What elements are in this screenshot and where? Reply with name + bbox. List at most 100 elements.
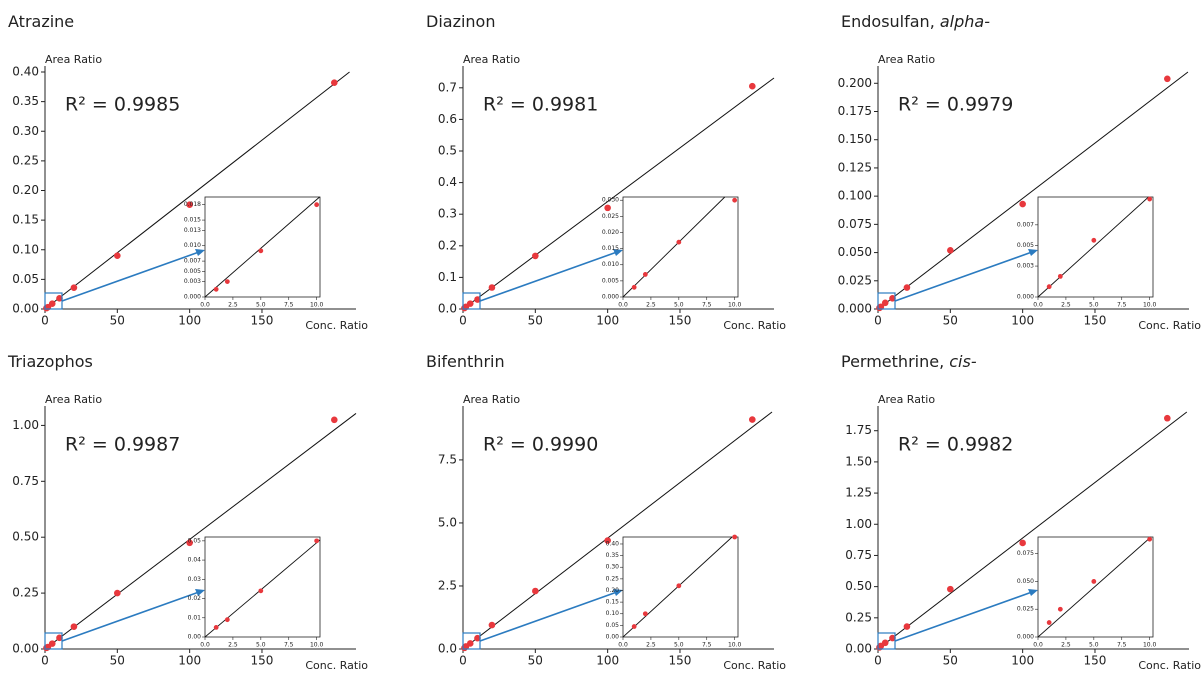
y-tick-label: 0.150	[838, 132, 872, 146]
inset-x-tick-label: 0.0	[200, 642, 210, 649]
zoom-arrow	[61, 251, 200, 302]
inset-y-tick-label: 0.003	[1017, 263, 1034, 270]
y-tick-label: 0.50	[12, 530, 39, 544]
x-tick-label: 50	[528, 314, 543, 328]
title-text: Triazophos	[7, 352, 93, 371]
y-tick-label: 0.00	[12, 302, 39, 316]
inset-frame	[622, 196, 739, 298]
inset-y-tick-label: 0.050	[1017, 578, 1034, 585]
data-point	[466, 640, 474, 647]
x-tick-label: 50	[528, 654, 543, 668]
y-tick-label: 0.125	[838, 160, 872, 174]
inset-y-tick-label: 0.35	[606, 552, 620, 559]
inset-x-tick-label: 7.5	[702, 302, 712, 309]
fit-line	[44, 413, 357, 650]
title-text: Endosulfan,	[841, 12, 940, 31]
inset-x-tick-label: 5.0	[256, 642, 266, 649]
data-point	[258, 588, 264, 594]
r-squared: R² = 0.9979	[898, 94, 1013, 116]
inset-x-tick-label: 5.0	[674, 642, 684, 649]
inset-x-tick-label: 0.0	[618, 302, 628, 309]
inset-x-tick-label: 2.5	[1061, 642, 1071, 649]
fit-line	[877, 411, 1188, 650]
data-point	[474, 296, 481, 303]
data-point	[56, 295, 63, 302]
fit-line	[44, 71, 350, 310]
data-point	[631, 284, 637, 290]
inset-x-tick-label: 7.5	[1117, 642, 1127, 649]
y-tick-label: 0.25	[845, 610, 872, 624]
inset-x-tick-label: 10.0	[310, 302, 324, 309]
data-point	[889, 634, 896, 642]
y-tick-label: 0.7	[438, 80, 457, 94]
y-tick-label: 0.00	[845, 642, 872, 656]
data-point	[749, 82, 756, 90]
y-tick-label: 0.35	[12, 94, 39, 108]
inset-x-tick-label: 0.0	[1033, 642, 1043, 649]
inset-x-tick-label: 5.0	[1089, 642, 1099, 649]
y-tick-label: 0.2	[438, 238, 457, 252]
inset-x-tick-label: 7.5	[1117, 302, 1127, 309]
zoom-arrow	[894, 591, 1033, 642]
y-tick-label: 0.15	[12, 213, 39, 227]
data-point	[186, 539, 193, 547]
title-text: Permethrine,	[841, 352, 949, 371]
inset-y-tick-label: 0.30	[606, 564, 620, 571]
inset-y-tick-label: 0.03	[188, 576, 202, 583]
inset-y-tick-label: 0.025	[1017, 606, 1034, 613]
data-point	[1046, 284, 1052, 290]
x-axis-label: Conc. Ratio	[305, 659, 368, 672]
data-point	[1046, 620, 1052, 625]
y-tick-label: 0.0	[438, 302, 457, 316]
panel: Diazinon Area Ratio Conc. Ratio 0.0 0.1 0.2 0.…	[426, 12, 786, 333]
y-tick-label: 0.3	[438, 207, 457, 221]
x-tick-label: 150	[1084, 314, 1107, 328]
y-tick-label: 0.40	[12, 65, 39, 79]
inset-x-tick-label: 2.5	[1061, 302, 1071, 309]
inset-y-tick-label: 0.15	[606, 599, 620, 606]
data-point	[947, 585, 954, 593]
data-point	[676, 239, 682, 245]
data-point	[676, 583, 682, 589]
data-point	[1147, 196, 1153, 202]
inset-y-tick-label: 0.013	[184, 227, 201, 234]
x-tick-label: 50	[110, 654, 125, 668]
x-tick-label: 0	[41, 654, 49, 668]
y-tick-label: 0.6	[438, 112, 457, 126]
y-tick-label: 0.05	[12, 272, 39, 286]
zoom-arrow	[479, 591, 618, 642]
data-point	[114, 252, 121, 259]
y-tick-label: 0.50	[845, 579, 872, 593]
panel: Bifenthrin Area Ratio Conc. Ratio 0.0 2.5 5.0…	[426, 352, 786, 673]
data-point	[881, 639, 889, 647]
y-tick-label: 1.75	[845, 423, 872, 437]
x-tick-label: 0	[459, 654, 467, 668]
data-point	[224, 279, 230, 285]
data-point	[331, 416, 338, 424]
inset-y-tick-label: 0.010	[602, 261, 619, 268]
data-point	[1057, 606, 1063, 612]
data-point	[314, 538, 320, 544]
panel-title: Permethrine, cis-	[841, 352, 977, 371]
inset-y-tick-label: 0.015	[184, 217, 201, 224]
inset-x-tick-label: 7.5	[284, 642, 294, 649]
y-tick-label: 0.000	[838, 302, 872, 316]
inset-y-tick-label: 0.018	[184, 201, 201, 208]
y-tick-label: 0.25	[12, 153, 39, 167]
inset-x-tick-label: 0.0	[1033, 302, 1043, 309]
zoom-arrow	[61, 591, 200, 642]
inset-y-tick-label: 0.007	[184, 258, 201, 265]
y-tick-label: 0.025	[838, 273, 872, 287]
data-point	[903, 284, 911, 291]
data-point	[224, 617, 230, 623]
y-tick-label: 0.00	[12, 642, 39, 656]
data-point	[186, 201, 193, 209]
x-tick-label: 150	[669, 654, 692, 668]
inset-y-tick-label: 0.000	[1017, 294, 1034, 301]
inset-fit-line	[622, 196, 726, 298]
inset-fit-line	[204, 539, 321, 638]
arrow-head	[195, 589, 205, 596]
inset-x-tick-label: 5.0	[674, 302, 684, 309]
